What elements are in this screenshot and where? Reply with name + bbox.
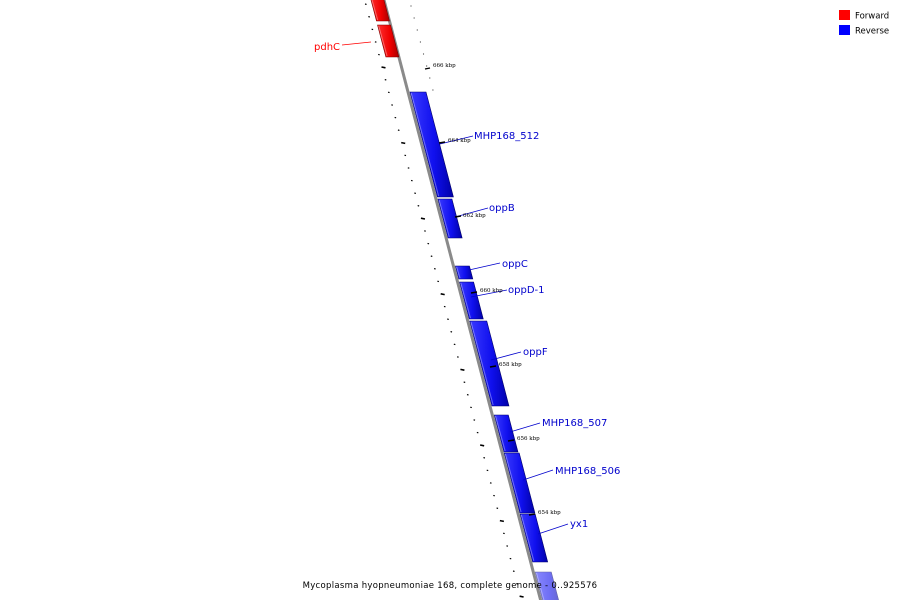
scale-tick-mark <box>519 595 524 598</box>
gene-box-mhp168_512[interactable] <box>409 91 454 198</box>
kbp-tick-mark <box>470 291 478 294</box>
gene-label-leader-line <box>470 289 508 298</box>
kbp-tick-label: 660 kbp <box>480 288 503 294</box>
gene-box-highlight <box>495 415 506 452</box>
gene-label-leader-line <box>490 351 522 361</box>
gene-box-pdhc[interactable] <box>377 24 400 58</box>
scale-tick-mark <box>420 217 426 220</box>
legend-swatch-forward <box>839 10 850 20</box>
gene-box-mhp168_506[interactable] <box>503 452 536 514</box>
outer-scale-dots <box>410 5 434 91</box>
gene-box-highlight <box>410 92 440 197</box>
gene-box-highlight <box>470 321 494 406</box>
outer-scale-dot <box>410 5 412 7</box>
kbp-tick-mark <box>438 141 446 144</box>
scale-tick-mark <box>499 519 505 523</box>
gene-label-leader-line <box>468 262 501 271</box>
kbp-tick-mark <box>507 439 515 442</box>
kbp-tick-label: 654 kbp <box>538 510 561 516</box>
gene-label-mhp168_512[interactable]: MHP168_512 <box>474 131 539 142</box>
legend: Forward Reverse <box>839 10 889 37</box>
gene-label-mhp168_506[interactable]: MHP168_506 <box>555 466 620 477</box>
gene-label-leader-line <box>439 135 474 145</box>
kbp-tick-mark <box>424 67 431 70</box>
legend-swatch-reverse <box>839 25 850 35</box>
gene-label-leader-line <box>537 523 569 535</box>
gene-label-oppc[interactable]: oppC <box>502 259 528 270</box>
gene-box-mhp168_507[interactable] <box>493 414 519 453</box>
gene-box-partial[interactable] <box>534 571 561 600</box>
outer-scale-dot <box>429 77 431 79</box>
gene-label-oppf[interactable]: oppF <box>523 347 548 358</box>
scale-tick-mark <box>401 141 406 145</box>
kbp-tick-label: 662 kbp <box>463 213 486 219</box>
legend-label-reverse: Reverse <box>855 27 889 37</box>
gene-box-oppb[interactable] <box>437 198 463 239</box>
gene-box-highlight <box>378 25 388 57</box>
outer-scale-dot <box>432 89 434 91</box>
gene-box-highlight <box>371 0 379 21</box>
outer-scale-dot <box>422 53 425 55</box>
gene-box-highlight <box>504 453 522 513</box>
scale-tick-mark <box>460 368 465 371</box>
outer-scale-dot <box>413 17 415 19</box>
gene-box-highlight <box>520 514 535 562</box>
gene-box-highlight <box>456 266 461 279</box>
gene-label-oppd-1[interactable]: oppD-1 <box>508 285 544 296</box>
kbp-tick-mark <box>454 215 462 218</box>
gene-label-leader-line <box>509 422 541 433</box>
scale-tick-mark <box>440 293 445 296</box>
gene-box-highlight <box>536 572 545 600</box>
gene-label-yx1[interactable]: yx1 <box>570 519 588 530</box>
gene-box-oppf[interactable] <box>469 320 510 407</box>
kbp-ticks: 666 kbp 664 kbp 662 kbp 660 kbp 658 kbp 656 k… <box>424 63 561 516</box>
kbp-tick-mark <box>528 513 536 516</box>
gene-box-highlight <box>460 282 471 319</box>
gene-features <box>369 0 561 600</box>
outer-scale-dot <box>426 65 428 67</box>
kbp-tick-label: 656 kbp <box>517 436 540 442</box>
outer-scale-dot <box>416 29 418 31</box>
genome-backbone <box>382 0 543 600</box>
gene-box-pdhc[interactable] <box>369 0 390 22</box>
gene-label-mhp168_507[interactable]: MHP168_507 <box>542 418 607 429</box>
gene-labels: pdhC MHP168_512 oppB oppC oppD-1 oppF MHP168_5… <box>314 41 620 535</box>
gene-label-pdhc[interactable]: pdhC <box>314 42 340 53</box>
gene-box-highlight <box>438 199 450 238</box>
gene-box-oppc[interactable] <box>455 265 474 280</box>
gene-box-yx1[interactable] <box>519 513 549 563</box>
gene-box-oppd-1[interactable] <box>459 281 484 320</box>
kbp-tick-label: 666 kbp <box>433 63 456 69</box>
outer-scale-dot <box>419 41 421 43</box>
scale-tick-mark <box>479 444 485 447</box>
gene-label-leader-line <box>522 469 554 481</box>
gene-label-oppb[interactable]: oppB <box>489 203 515 214</box>
scale-tick-mark <box>381 66 386 69</box>
kbp-tick-label: 664 kbp <box>448 138 471 144</box>
genome-caption: Mycoplasma hyopneumoniae 168, complete g… <box>303 581 598 591</box>
kbp-tick-mark <box>489 365 497 368</box>
kbp-tick-label: 658 kbp <box>499 362 522 368</box>
scale-minor-ticks <box>364 3 524 598</box>
gene-label-leader-line <box>341 41 372 46</box>
legend-label-forward: Forward <box>855 12 889 22</box>
